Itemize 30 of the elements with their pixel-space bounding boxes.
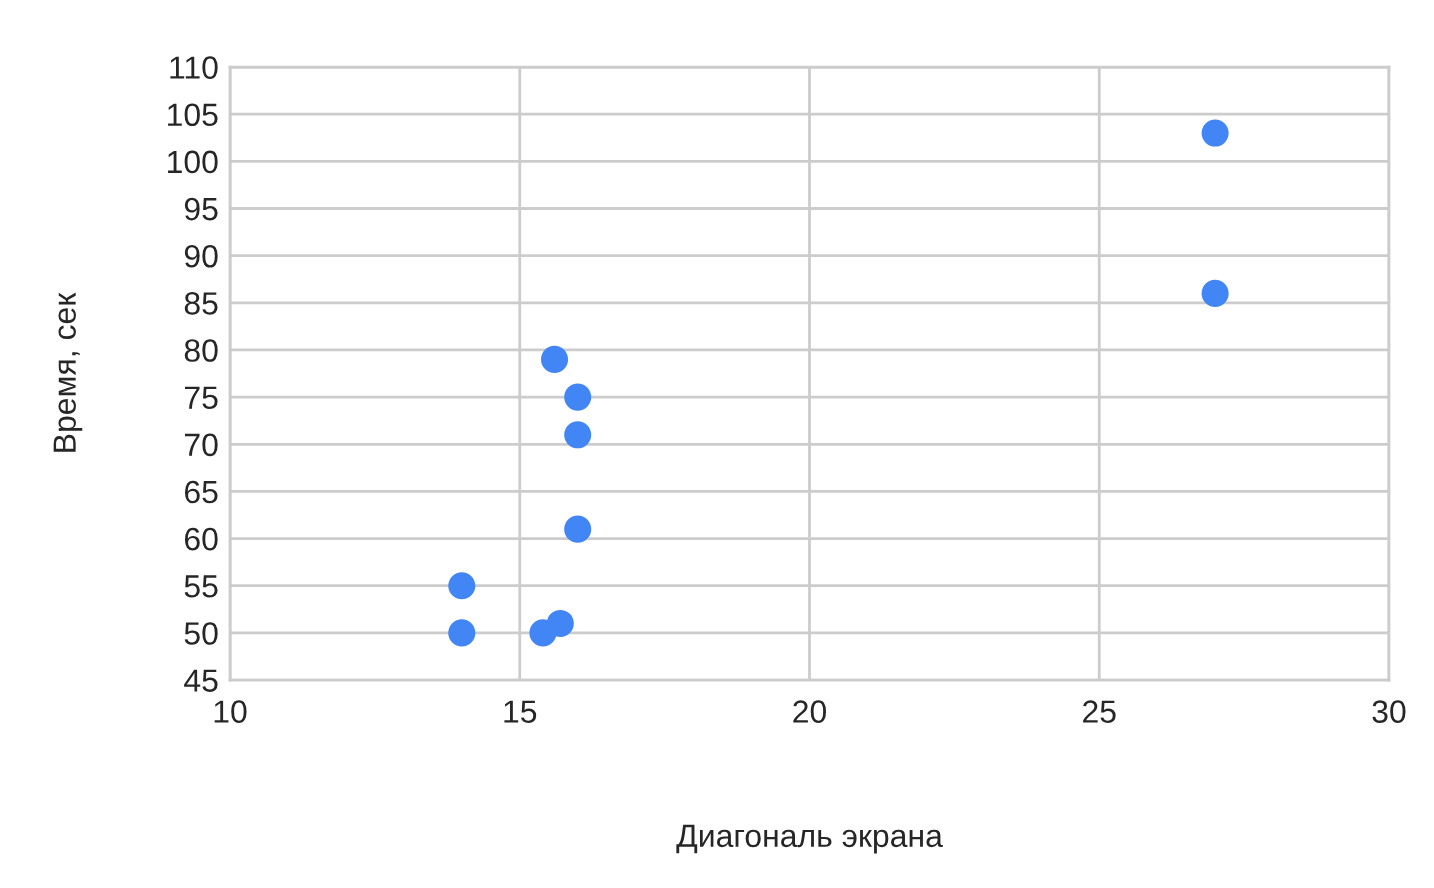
y-tick-label: 65	[185, 480, 218, 504]
y-tick-label: 110	[170, 56, 218, 79]
x-tick-label: 15	[504, 700, 537, 723]
x-tick-label: 10	[214, 700, 247, 723]
point	[564, 515, 592, 543]
y-tick-label: 75	[185, 386, 218, 409]
y-tick-label: 85	[184, 292, 218, 315]
y-tick-label: 55	[184, 575, 218, 598]
y-tick-label: 90	[184, 244, 218, 268]
point	[564, 383, 592, 411]
point	[1201, 119, 1229, 147]
y-tick-label: 105	[168, 103, 218, 127]
point	[564, 421, 592, 449]
y-tick-label: 50	[184, 622, 218, 645]
point	[540, 345, 569, 373]
point	[448, 619, 476, 647]
point	[1201, 279, 1229, 307]
y-axis-title: Время, сек	[53, 292, 83, 452]
x-axis-title: Диагональ экрана	[676, 824, 943, 854]
point	[448, 572, 476, 600]
x-tick-label: 20	[793, 700, 827, 723]
y-tick-label: 60	[185, 527, 218, 551]
y-tick-label: 100	[168, 150, 218, 174]
point	[546, 609, 574, 637]
x-tick-label: 25	[1083, 700, 1116, 723]
y-tick-label: 70	[185, 433, 218, 457]
y-tick-label: 45	[184, 669, 218, 692]
y-tick-label: 95	[184, 197, 218, 221]
y-tick-label: 80	[184, 339, 218, 362]
x-tick-label: 30	[1372, 700, 1406, 723]
